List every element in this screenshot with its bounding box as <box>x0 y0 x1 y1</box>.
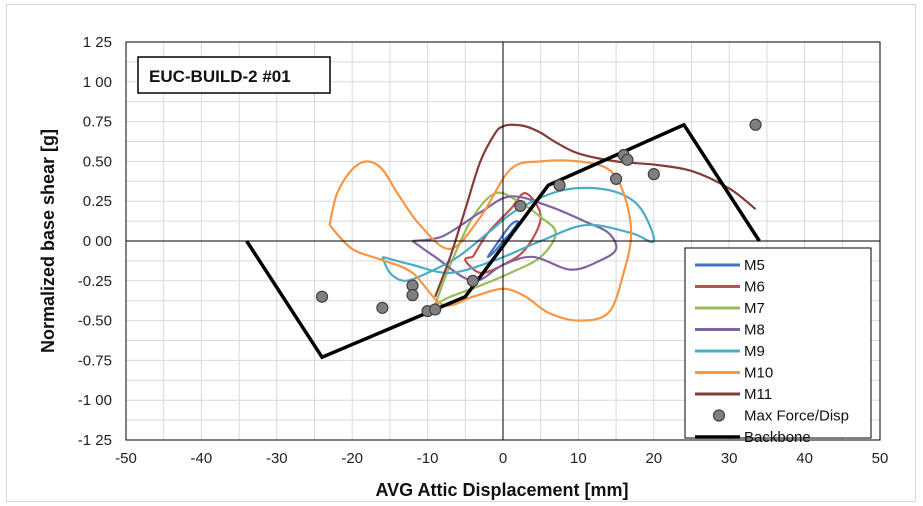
y-axis-title: Normalized base shear [g] <box>38 129 58 353</box>
y-tick-label: 0.25 <box>83 193 112 210</box>
x-axis-title: AVG Attic Displacement [mm] <box>375 480 628 500</box>
legend-label-backbone: Backbone <box>744 429 811 446</box>
max-force-point <box>466 274 479 287</box>
x-tick-label: -10 <box>417 450 439 467</box>
max-force-point <box>406 289 419 302</box>
legend-label-m7: M7 <box>744 300 765 317</box>
y-tick-label: -0.75 <box>78 352 112 369</box>
chart-figure: -50 -40 -30 -20 -10 0 10 20 30 40 50 1 25 1 00 0.75 0.… <box>6 4 916 502</box>
axes <box>125 41 881 441</box>
y-tick-label: 1 25 <box>83 34 112 51</box>
legend-swatch-max-force-disp <box>712 409 726 422</box>
series-m8-line <box>411 195 618 282</box>
legend-label-m8: M8 <box>744 322 765 339</box>
max-force-point <box>553 179 566 192</box>
max-force-point <box>621 153 634 166</box>
x-tick-label: 20 <box>645 450 662 467</box>
tick-labels: -50 -40 -30 -20 -10 0 10 20 30 40 50 1 25 1 00 0.75 0.… <box>78 34 889 467</box>
max-force-point <box>429 303 442 316</box>
y-tick-label: -1 00 <box>78 392 112 409</box>
series-m10-line <box>328 159 633 322</box>
y-tick-label: -1 25 <box>78 432 112 449</box>
legend-label-max-force-disp: Max Force/Disp <box>744 408 849 425</box>
x-tick-label: -20 <box>341 450 363 467</box>
legend-label-m6: M6 <box>744 279 765 296</box>
chart-title: EUC-BUILD-2 #01 <box>149 67 291 86</box>
y-tick-label: -0.50 <box>78 313 112 330</box>
series-m6-line <box>464 192 542 274</box>
x-tick-label: -50 <box>115 450 137 467</box>
max-force-point <box>749 118 762 131</box>
x-tick-label: 30 <box>721 450 738 467</box>
max-force-point <box>514 199 527 213</box>
y-tick-label: -0.25 <box>78 273 112 290</box>
legend-label-m5: M5 <box>744 257 765 274</box>
y-tick-label: 0.50 <box>83 153 112 170</box>
max-force-point <box>609 172 623 186</box>
series-m11-line <box>434 123 757 298</box>
legend-label-m10: M10 <box>744 365 773 382</box>
x-tick-label: -40 <box>191 450 213 467</box>
y-tick-label: 0.75 <box>83 114 112 131</box>
chart-title-frame <box>137 56 331 94</box>
y-tick-label: 0 00 <box>83 233 112 250</box>
max-force-point <box>647 168 660 181</box>
x-tick-label: 10 <box>570 450 587 467</box>
x-tick-label: 40 <box>796 450 813 467</box>
x-tick-label: -30 <box>266 450 288 467</box>
legend-label-m11: M11 <box>744 386 772 403</box>
x-tick-label: 50 <box>872 450 889 467</box>
x-tick-label: 0 <box>499 450 507 467</box>
max-force-point <box>315 290 329 303</box>
series-layer <box>245 118 762 360</box>
y-tick-label: 1 00 <box>83 74 112 91</box>
chart-title-box: EUC-BUILD-2 #01 <box>137 56 331 94</box>
chart-svg: -50 -40 -30 -20 -10 0 10 20 30 40 50 1 25 1 00 0.75 0.… <box>38 34 889 500</box>
legend-frame <box>684 247 872 439</box>
legend-label-m9: M9 <box>744 343 765 360</box>
series-m7-line <box>434 191 557 306</box>
legend: M5 M6 M7 M8 M9 M10 M11 Max Force/Disp Backbone <box>684 247 872 446</box>
max-force-point <box>376 301 389 314</box>
